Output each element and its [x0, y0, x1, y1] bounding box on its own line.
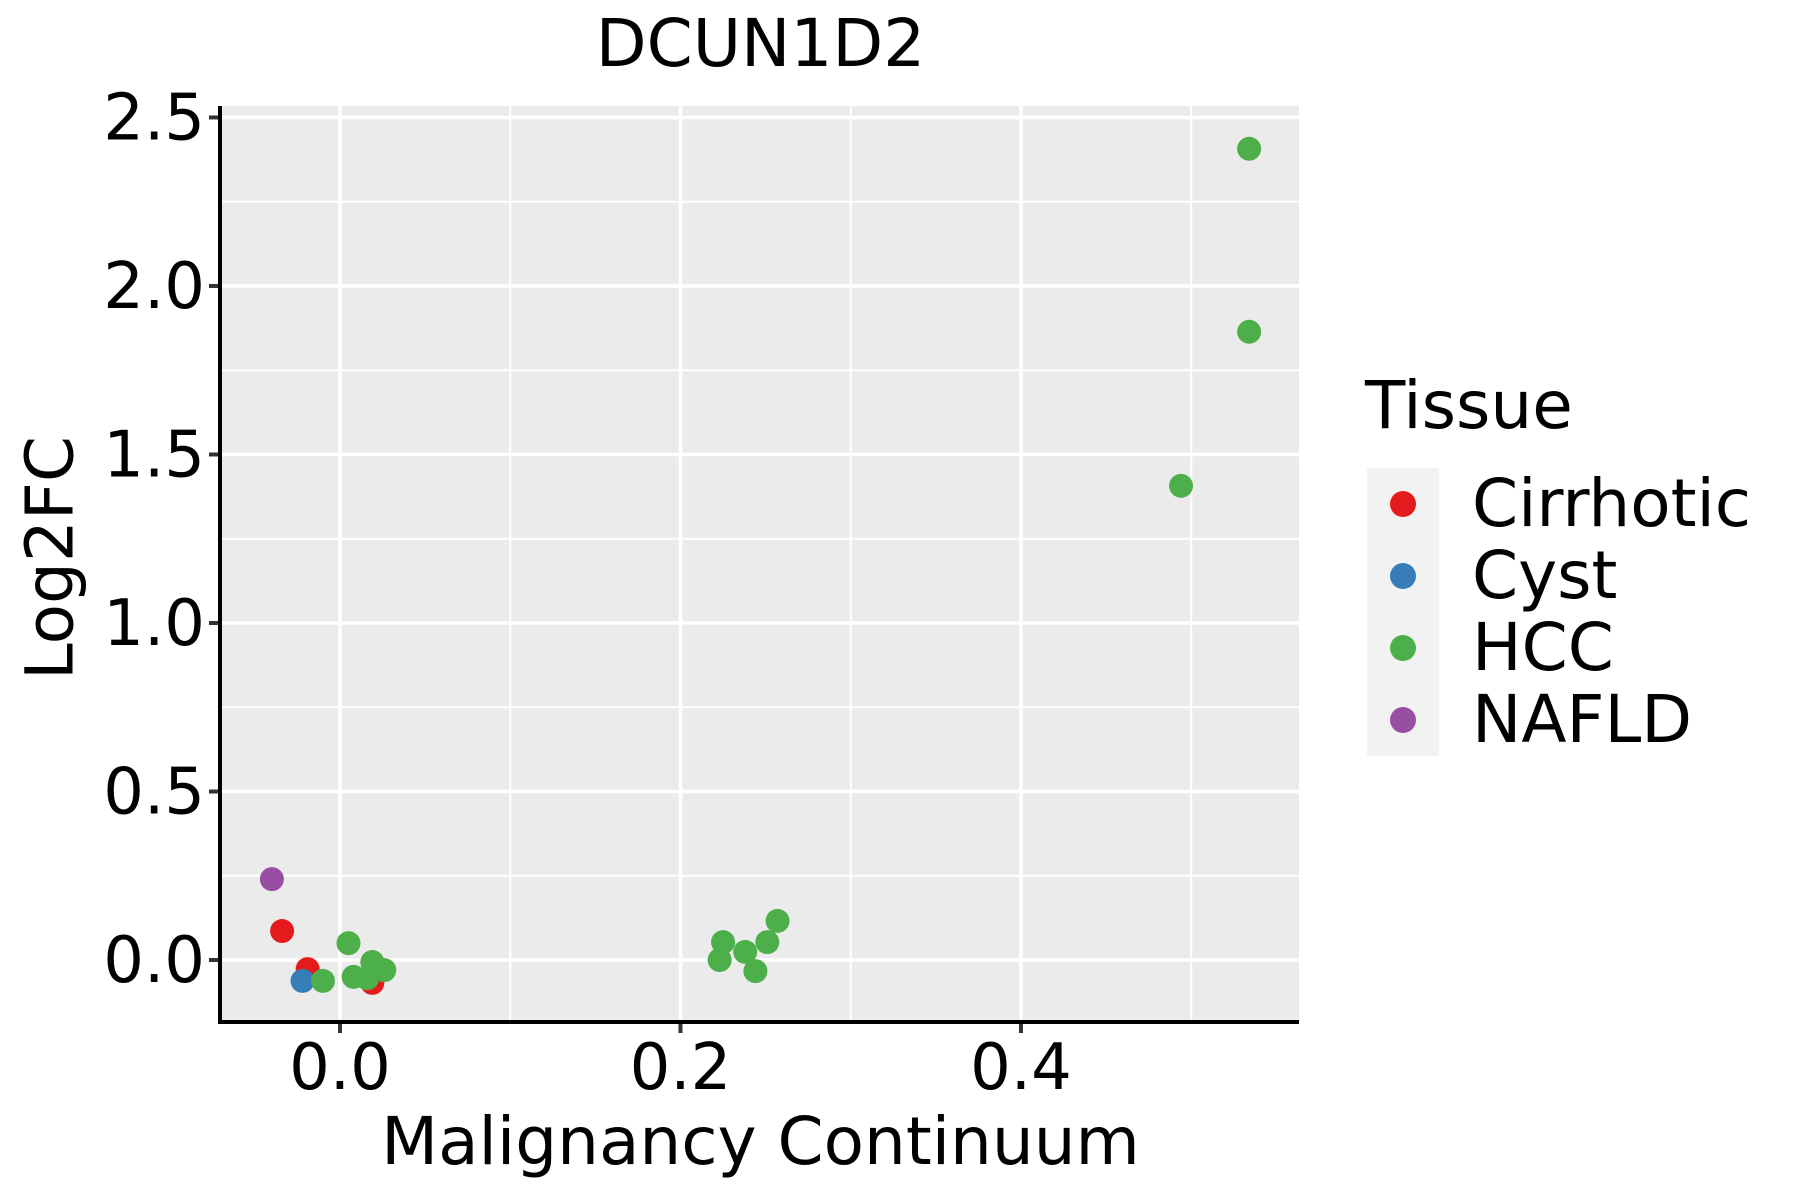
legend-item-cirrhotic: Cirrhotic [1367, 468, 1751, 540]
legend-key [1367, 468, 1439, 540]
legend-item-hcc: HCC [1367, 612, 1614, 684]
y-tick-label: 1.0 [103, 587, 205, 661]
legend-label: HCC [1472, 609, 1614, 686]
data-point-cirrhotic [270, 919, 295, 944]
legend-label: Cyst [1472, 537, 1618, 614]
chart-title: DCUN1D2 [595, 5, 926, 82]
legend-title: Tissue [1365, 367, 1573, 444]
legend-key [1367, 612, 1439, 684]
legend-item-nafld: NAFLD [1367, 684, 1692, 756]
data-point-hcc [755, 930, 780, 955]
legend-item-cyst: Cyst [1367, 540, 1617, 612]
legend-dot-cirrhotic [1390, 491, 1416, 517]
data-point-nafld [259, 867, 284, 892]
x-axis-title: Malignancy Continuum [381, 1103, 1140, 1180]
data-point-hcc [1237, 319, 1262, 344]
legend-dot-cyst [1390, 563, 1416, 589]
legend-key [1367, 540, 1439, 612]
legend-label: Cirrhotic [1472, 465, 1752, 542]
y-axis-title: Log2FC [11, 436, 89, 680]
legend-dot-nafld [1390, 707, 1416, 733]
y-tick-label: 0.0 [103, 924, 205, 998]
data-point-hcc [372, 958, 397, 983]
legend-label: NAFLD [1472, 681, 1693, 758]
y-tick-label: 2.0 [103, 250, 205, 324]
x-tick-label: 0.2 [630, 1031, 732, 1105]
data-point-hcc [310, 968, 335, 993]
legend-dot-hcc [1390, 635, 1416, 661]
x-tick-label: 0.4 [970, 1031, 1072, 1105]
y-tick-label: 0.5 [103, 756, 205, 830]
data-point-hcc [711, 930, 736, 955]
data-point-hcc [743, 959, 768, 984]
data-point-hcc [1169, 473, 1194, 498]
legend-key [1367, 684, 1439, 756]
data-point-hcc [733, 939, 758, 964]
plot-panel [222, 106, 1299, 1020]
data-point-hcc [765, 908, 790, 933]
x-tick-label: 0.0 [289, 1031, 391, 1105]
data-point-hcc [336, 931, 361, 956]
data-point-hcc [707, 948, 732, 973]
data-point-cyst [290, 968, 315, 993]
data-point-hcc [1237, 136, 1262, 161]
y-tick-label: 1.5 [103, 418, 205, 492]
y-tick-label: 2.5 [103, 81, 205, 155]
